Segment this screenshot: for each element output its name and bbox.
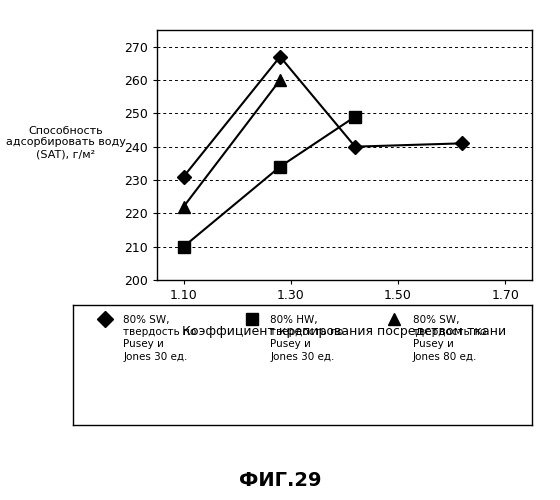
Text: Способность
адсорбировать воду
(SAT), г/м²: Способность адсорбировать воду (SAT), г/…: [6, 126, 125, 159]
Text: Коэффициент крепирования посредством ткани: Коэффициент крепирования посредством тка…: [183, 325, 506, 338]
Text: 80% HW,
твердость по
Pusey и
Jones 30 ед.: 80% HW, твердость по Pusey и Jones 30 ед…: [270, 314, 343, 362]
Text: 80% SW,
твердость по
Pusey и
Jones 30 ед.: 80% SW, твердость по Pusey и Jones 30 ед…: [123, 314, 197, 362]
Text: ФИГ.29: ФИГ.29: [239, 471, 321, 490]
Text: 80% SW,
твердость по
Pusey и
Jones 80 ед.: 80% SW, твердость по Pusey и Jones 80 ед…: [413, 314, 486, 362]
